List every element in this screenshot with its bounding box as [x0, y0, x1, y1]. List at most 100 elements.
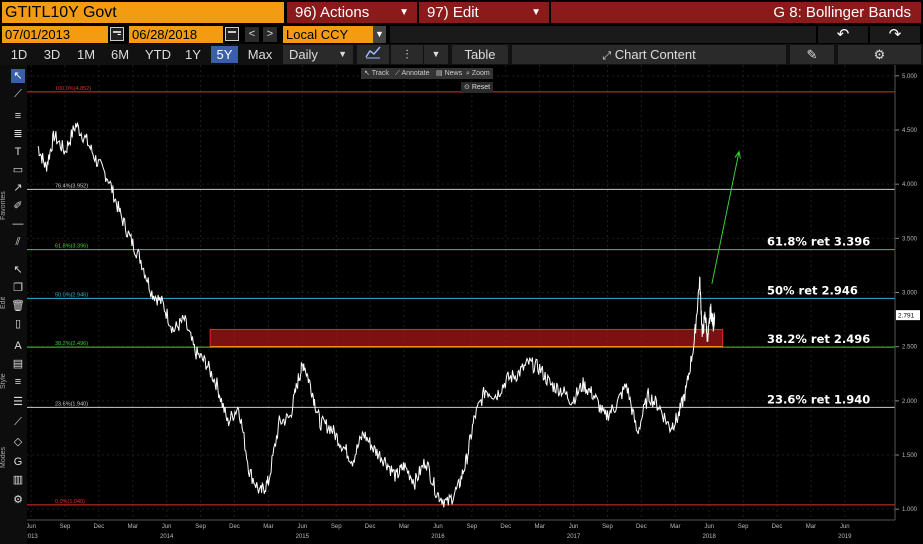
chevron-down-icon: ▼ [399, 7, 409, 18]
text-icon[interactable]: T [14, 146, 22, 158]
period-max[interactable]: Max [247, 47, 273, 62]
copy-icon[interactable]: ❐ [13, 282, 23, 294]
chevron-down-icon: ▼ [531, 7, 541, 18]
side-label-style: Style [0, 373, 7, 389]
chart-content-button[interactable]: ⤢ Chart Content [512, 45, 786, 64]
reset-label: Reset [471, 84, 491, 91]
link-icon[interactable]: ⟋ [14, 416, 22, 428]
x-tick-label: Mar [399, 524, 409, 530]
select-edit-icon[interactable]: ↖ [13, 264, 23, 276]
period-3d[interactable]: 3D [43, 47, 61, 62]
chevron-right-icon[interactable]: > [263, 27, 277, 42]
gear-icon[interactable]: ⚙ [838, 45, 921, 64]
bar-type-icon[interactable]: ⫶ [391, 45, 423, 64]
undo-arrow-icon[interactable]: ↶ [818, 26, 868, 43]
page-title: G 8: Bollinger Bands [551, 2, 921, 23]
line-chart-icon[interactable] [357, 45, 389, 64]
x-tick-label: Mar [670, 524, 680, 530]
y-tick-label: 1.000 [902, 507, 918, 513]
trash-icon[interactable]: ▯ [14, 318, 22, 330]
fib-fan-icon[interactable]: ≣ [13, 128, 23, 140]
x-year-label: 2013 [27, 534, 38, 540]
x-tick-label: Jun [569, 524, 579, 530]
horizontal-line-icon[interactable]: — [12, 218, 24, 230]
gear-icon[interactable]: ⚙ [13, 494, 23, 506]
last-value-tag [896, 310, 920, 321]
x-year-label: 2018 [703, 534, 717, 540]
delete-icon[interactable]: 🗑 [11, 300, 25, 312]
fib-level-label: 61.8%(3.396) [55, 244, 88, 250]
start-date-input[interactable]: 07/01/2013 [2, 26, 108, 43]
x-tick-label: Sep [602, 524, 613, 530]
annotate-label: Annotate [401, 70, 430, 77]
pen-icon[interactable]: ✐ [13, 200, 23, 212]
arrow-draw-icon[interactable]: ↗ [13, 182, 23, 194]
x-year-label: 2017 [567, 534, 581, 540]
color-fill-icon[interactable]: ▤ [12, 358, 24, 370]
calendar-icon[interactable] [110, 27, 124, 41]
table-button[interactable]: Table [452, 45, 508, 64]
x-year-label: 2015 [296, 534, 310, 540]
x-tick-label: Sep [195, 524, 206, 530]
x-tick-label: Dec [94, 524, 105, 530]
frequency-label: Daily [289, 47, 318, 62]
calendar-icon[interactable] [225, 27, 239, 41]
date-row: 07/01/2013 - 06/28/2018 < > Local CCY ▼ … [0, 25, 923, 44]
reset-button[interactable]: ⊙ Reset [461, 82, 494, 93]
track-button[interactable]: ↖ Track [361, 68, 392, 79]
fib-level-label: 50.0%(2.946) [55, 292, 88, 298]
period-1m[interactable]: 1M [76, 47, 96, 62]
end-date-input[interactable]: 06/28/2018 [129, 26, 223, 43]
fib-level-label: 100.0%(4.852) [55, 86, 91, 92]
chevron-down-icon[interactable]: ▼ [424, 45, 448, 64]
actions-menu[interactable]: 96) Actions ▼ [287, 2, 417, 23]
side-label-edit: Edit [0, 296, 7, 309]
chart-area[interactable]: 100.0%(4.852) 76.4%(3.952) 61.8%(3.396) 50.… [27, 65, 923, 544]
zoom-button[interactable]: ⌕ Zoom [463, 68, 493, 79]
y-tick-label: 5.000 [902, 74, 918, 80]
rectangle-icon[interactable]: ▭ [12, 164, 24, 176]
line-style-icon[interactable]: ≡ [14, 376, 22, 388]
price-chart[interactable]: 100.0%(4.852) 76.4%(3.952) 61.8%(3.396) 50.… [27, 65, 923, 544]
font-icon[interactable]: A [14, 340, 22, 352]
chevron-down-icon[interactable]: ▼ [373, 26, 386, 43]
period-ytd[interactable]: YTD [145, 47, 171, 62]
chevron-left-icon[interactable]: < [245, 27, 259, 42]
brush-icon[interactable]: ◇ [13, 436, 23, 448]
period-5y[interactable]: 5Y [211, 46, 238, 63]
frequency-select[interactable]: Daily ▼ [283, 45, 353, 64]
annotate-button[interactable]: ⟋ Annotate [392, 68, 433, 79]
period-6m[interactable]: 6M [110, 47, 130, 62]
x-tick-label: Mar [128, 524, 138, 530]
x-tick-label: Dec [365, 524, 376, 530]
pointer-icon[interactable]: ↖ [11, 69, 25, 83]
x-tick-label: Jun [433, 524, 443, 530]
price-series-line [37, 121, 716, 508]
chart-content-icon: ⤢ [602, 50, 612, 62]
ticker-field[interactable]: GTITL10Y Govt [2, 2, 284, 23]
line-weight-icon[interactable]: ☰ [13, 396, 23, 408]
y-tick-label: 4.000 [902, 182, 918, 188]
x-tick-label: Jun [840, 524, 850, 530]
redo-arrow-icon[interactable]: ↷ [870, 26, 920, 43]
date-separator: - [117, 26, 122, 41]
x-year-label: 2019 [838, 534, 852, 540]
x-tick-label: Jun [704, 524, 714, 530]
layers-icon[interactable]: ▥ [12, 474, 24, 486]
period-1y[interactable]: 1Y [185, 47, 201, 62]
edit-pencil-icon[interactable]: ✎ [790, 45, 834, 64]
top-bar: GTITL10Y Govt 96) Actions ▼ 97) Edit ▼ G… [0, 0, 923, 25]
line-draw-icon[interactable]: ⟋ [14, 88, 22, 100]
channel-icon[interactable]: ⫽ [15, 236, 21, 248]
y-tick-label: 4.500 [902, 128, 918, 134]
edit-menu[interactable]: 97) Edit ▼ [419, 2, 549, 23]
fib-level-label: 76.4%(3.952) [55, 183, 88, 189]
x-tick-label: Mar [263, 524, 273, 530]
mode-icon[interactable]: G [13, 456, 23, 468]
period-1d[interactable]: 1D [10, 47, 28, 62]
currency-select[interactable]: Local CCY [283, 26, 373, 43]
x-tick-label: Dec [500, 524, 511, 530]
fibonacci-icon[interactable]: ≡ [14, 110, 22, 122]
x-tick-label: Dec [636, 524, 647, 530]
news-button[interactable]: ▤ News [433, 68, 466, 79]
